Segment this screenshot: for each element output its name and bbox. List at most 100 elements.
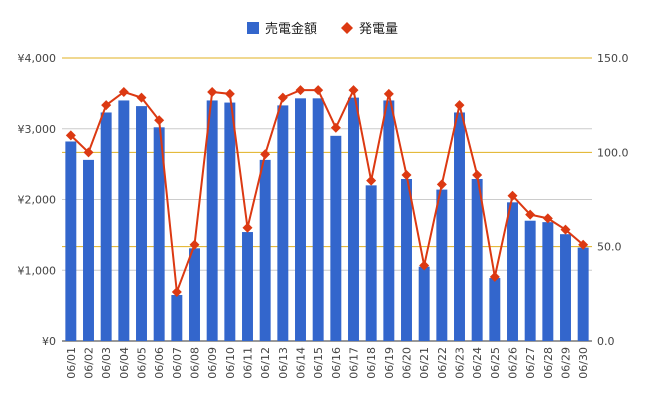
line-series [65, 85, 589, 297]
line-point [542, 213, 553, 224]
bar [295, 98, 306, 341]
line-point [366, 175, 377, 186]
line-point [224, 88, 235, 99]
x-tick-label: 06/09 [206, 347, 219, 379]
x-tick-label: 06/07 [171, 347, 184, 379]
bar [312, 98, 324, 341]
x-tick-label: 06/08 [189, 347, 202, 379]
legend-swatch-bar [247, 22, 259, 34]
line-point [330, 122, 341, 133]
x-tick-label: 06/01 [65, 347, 78, 379]
x-tick-label: 06/11 [242, 347, 255, 379]
x-tick-label: 06/13 [277, 347, 290, 379]
bar [560, 234, 571, 341]
bar [436, 189, 448, 341]
bar [83, 159, 94, 341]
line-point [472, 169, 483, 180]
line-point [83, 147, 94, 158]
x-tick-label: 06/22 [436, 347, 449, 379]
x-tick-label: 06/14 [295, 347, 308, 379]
right-tick-label: 50.0 [597, 241, 622, 254]
left-tick-label: ¥4,000 [18, 52, 57, 65]
line-point [136, 92, 147, 103]
left-axis: ¥0 ¥1,000 ¥2,000 ¥3,000 ¥4,000 [18, 52, 57, 348]
line-point [489, 271, 500, 282]
x-tick-label: 06/30 [577, 347, 590, 379]
right-tick-label: 100.0 [597, 146, 629, 159]
x-tick-label: 06/20 [401, 347, 414, 379]
line-point [383, 88, 394, 99]
series-line [70, 86, 584, 293]
x-tick-label: 06/27 [524, 347, 537, 379]
line-point [507, 190, 518, 201]
bar [189, 248, 200, 341]
x-tick-label: 06/26 [507, 347, 520, 379]
x-tick-label: 06/16 [330, 347, 343, 379]
x-tick-label: 06/02 [83, 347, 96, 379]
x-tick-label: 06/25 [489, 347, 502, 379]
bar [471, 178, 483, 341]
line-point [578, 239, 589, 250]
gridlines [62, 57, 592, 342]
right-tick-label: 150.0 [597, 52, 629, 65]
left-tick-label: ¥2,000 [18, 194, 57, 207]
x-tick-label: 06/17 [348, 347, 361, 379]
line-point [525, 209, 536, 220]
legend-swatch-line [341, 22, 353, 34]
line-point [560, 224, 571, 235]
x-tick-label: 06/06 [153, 347, 166, 379]
bar [259, 159, 271, 341]
line-point [277, 92, 288, 103]
line-point [295, 85, 306, 96]
bar [577, 247, 589, 341]
bar [100, 112, 112, 341]
line-point [419, 260, 430, 271]
line-point [207, 86, 218, 97]
legend-label-bar: 売電金額 [265, 21, 317, 37]
line-point [65, 130, 76, 141]
line-point [313, 85, 324, 96]
x-tick-label: 06/05 [136, 347, 149, 379]
x-tick-label: 06/03 [100, 347, 113, 379]
line-point [101, 100, 112, 111]
bar [489, 278, 501, 341]
x-tick-label: 06/12 [259, 347, 272, 379]
x-tick-label: 06/21 [418, 347, 431, 379]
bar [206, 100, 218, 341]
left-tick-label: ¥3,000 [18, 123, 57, 136]
bar [348, 97, 359, 342]
line-point [348, 85, 359, 96]
bar [330, 135, 342, 341]
right-tick-label: 0.0 [597, 335, 615, 348]
bar-series [65, 97, 589, 342]
x-tick-label: 06/04 [118, 347, 131, 379]
line-point [118, 86, 129, 97]
x-tick-label: 06/28 [542, 347, 555, 379]
bar [383, 100, 395, 341]
x-tick-label: 06/18 [365, 347, 378, 379]
left-tick-label: ¥1,000 [18, 264, 57, 277]
x-tick-label: 06/15 [312, 347, 325, 379]
bar [65, 141, 77, 341]
left-tick-label: ¥0 [42, 335, 56, 348]
bar [418, 266, 430, 341]
x-tick-label: 06/10 [224, 347, 237, 379]
bar [118, 100, 130, 341]
line-point [242, 222, 253, 233]
legend: 売電金額 発電量 [247, 21, 398, 37]
bar [401, 178, 412, 341]
line-point [260, 149, 271, 160]
x-tick-label: 06/23 [454, 347, 467, 379]
line-point [436, 179, 447, 190]
right-axis: 0.0 50.0 100.0 150.0 [597, 52, 629, 348]
bar [365, 185, 377, 341]
x-axis: 06/01 06/02 06/03 06/04 06/05 06/06 06/07 06/08… [65, 347, 590, 379]
bar [171, 295, 183, 341]
line-point [401, 169, 412, 180]
line-point [154, 115, 165, 126]
bar [224, 102, 236, 341]
legend-label-line: 発電量 [359, 22, 398, 37]
bar [277, 105, 289, 341]
